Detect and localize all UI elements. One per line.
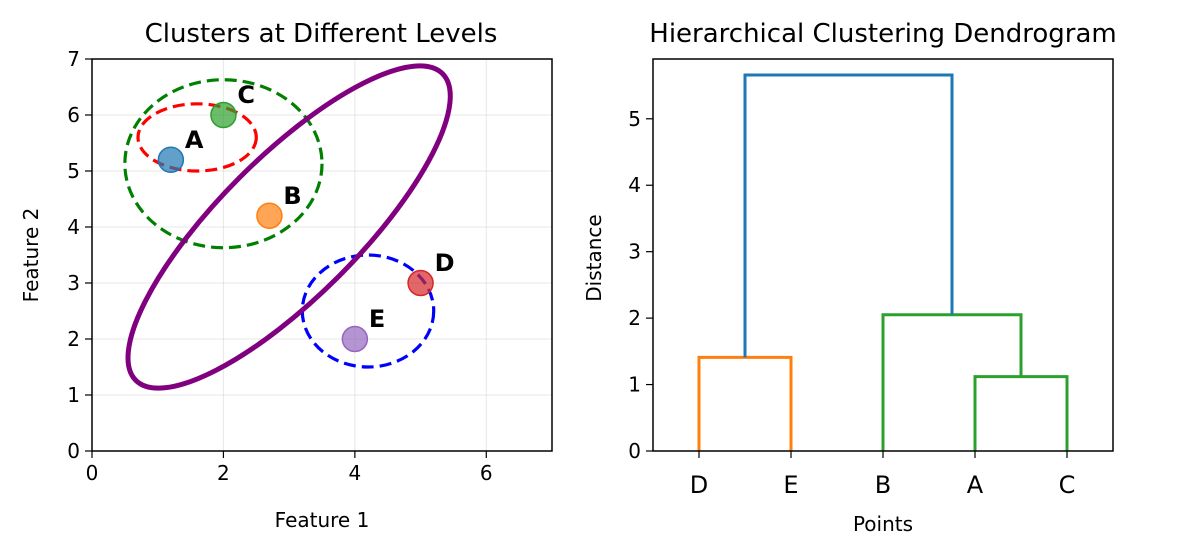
point-labels: A B C D E — [185, 81, 455, 333]
scatter-points — [157, 101, 434, 353]
x-tick-label: 6 — [480, 461, 493, 485]
dendrogram-link-3 — [743, 73, 954, 358]
leaf-label-e: E — [783, 471, 798, 499]
scatter-grid — [91, 58, 552, 452]
leaf-label-d: D — [690, 471, 708, 499]
cluster-outline-abc — [123, 78, 324, 250]
y-tick-label: 2 — [67, 327, 80, 351]
y-tick-label: 4 — [628, 173, 641, 197]
point-label-b: B — [283, 182, 301, 210]
dendrogram-ticks: 0 1 2 3 4 5 D E B A C — [628, 107, 1075, 499]
y-tick-label: 3 — [628, 240, 641, 264]
y-tick-label: 2 — [628, 306, 641, 330]
dendrogram-xlabel: Points — [853, 512, 913, 536]
scatter-ylabel: Feature 2 — [19, 208, 43, 303]
x-tick-label: 0 — [86, 461, 99, 485]
point-d — [407, 269, 434, 297]
y-tick-label: 0 — [67, 439, 80, 463]
point-b — [256, 202, 283, 230]
dendrogram-link-2 — [881, 313, 1023, 451]
cluster-outline-abcde — [125, 63, 453, 391]
y-tick-label: 3 — [67, 271, 80, 295]
dendrogram-link-0 — [697, 355, 793, 451]
y-tick-label: 6 — [67, 103, 80, 127]
scatter-title: Clusters at Different Levels — [145, 19, 498, 49]
y-tick-label: 4 — [67, 215, 80, 239]
dendrogram-link-1 — [973, 375, 1069, 451]
leaf-label-b: B — [875, 471, 891, 499]
leaf-label-c: C — [1059, 471, 1076, 499]
scatter-xlabel: Feature 1 — [275, 508, 370, 532]
point-label-d: D — [435, 249, 455, 277]
point-c — [210, 101, 237, 129]
point-e — [341, 325, 369, 353]
x-tick-label: 2 — [217, 461, 230, 485]
y-tick-label: 5 — [67, 159, 80, 183]
dendrogram-title: Hierarchical Clustering Dendrogram — [649, 19, 1116, 49]
dendrogram-ylabel: Distance — [582, 214, 606, 301]
y-tick-label: 0 — [628, 439, 641, 463]
x-tick-label: 4 — [348, 461, 361, 485]
point-label-a: A — [185, 126, 204, 154]
y-tick-label: 1 — [628, 373, 641, 397]
scatter-ticks: 0 2 4 6 0 1 2 3 4 5 6 7 — [67, 47, 492, 485]
point-a — [157, 146, 185, 174]
cluster-outlines — [123, 63, 453, 391]
scatter-frame — [91, 58, 553, 452]
y-tick-label: 7 — [67, 47, 80, 71]
point-label-c: C — [237, 81, 255, 109]
point-label-e: E — [369, 305, 385, 333]
leaf-label-a: A — [967, 471, 984, 499]
dendrogram-links — [697, 73, 1069, 451]
cluster-outline-ac — [136, 102, 258, 173]
dendrogram-panel: Hierarchical Clustering Dendrogram 0 1 2 3 4… — [582, 19, 1117, 536]
y-tick-label: 1 — [67, 383, 80, 407]
y-tick-label: 5 — [628, 107, 641, 131]
